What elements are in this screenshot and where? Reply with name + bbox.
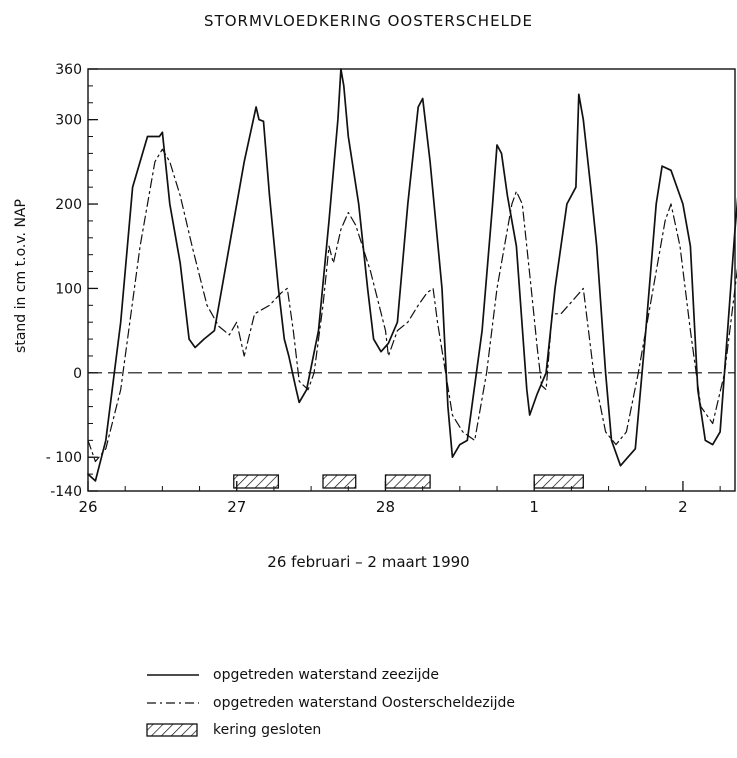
closure-bars [233,474,584,489]
y-tick-label: -140 [50,484,82,500]
y-tick-label: 360 [55,62,82,78]
series-lines [87,68,737,482]
x-tick-label: 1 [529,498,539,516]
y-tick-label: - 100 [46,450,82,466]
closure-bar [533,474,584,489]
closure-bar [233,474,280,489]
y-axis-label: stand in cm t.o.v. NAP [13,199,29,353]
legend-swatch-solid [147,674,199,676]
x-tick-label: 26 [78,498,97,516]
legend-swatch-hatched [146,723,198,737]
legend-item-oosterscheldezijde: opgetreden waterstand Oosterscheldezijde [145,692,515,714]
legend-item-zeezijde: opgetreden waterstand zeezijde [145,664,439,686]
x-axis-caption: 26 februari – 2 maart 1990 [267,553,470,571]
y-tick-label: 100 [55,281,82,297]
chart-title: STORMVLOEDKERING OOSTERSCHELDE [204,12,533,30]
legend-label-kering: kering gesloten [213,722,322,738]
legend-swatch-dashdot [147,702,199,704]
series-line-oosterscheldezijde [87,148,737,463]
legend-item-kering: kering gesloten [145,719,321,741]
closure-bar [322,474,357,489]
series-line-zeezijde [87,68,737,482]
x-tick-label: 2 [678,498,688,516]
axis-ticks: -140 - 100 0 100 200 300 360 26 27 28 1 2 [46,62,721,516]
chart-grid [87,68,736,492]
y-tick-label: 300 [55,113,82,129]
plot-frame [87,68,736,492]
y-tick-label: 0 [73,366,82,382]
y-tick-label: 200 [55,197,82,213]
legend-label-zeezijde: opgetreden waterstand zeezijde [213,667,439,683]
x-tick-label: 28 [376,498,395,516]
x-tick-label: 27 [227,498,246,516]
closure-bar [384,474,431,489]
legend-label-oosterscheldezijde: opgetreden waterstand Oosterscheldezijde [213,695,516,711]
